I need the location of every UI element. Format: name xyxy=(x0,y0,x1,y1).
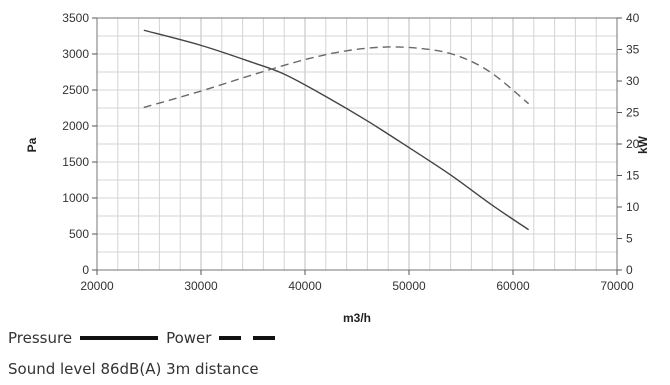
y-tick-label: 3000 xyxy=(62,47,89,61)
series-line-power xyxy=(143,46,530,109)
y-tick-label: 1500 xyxy=(62,155,89,169)
x-tick-label: 50000 xyxy=(392,279,426,293)
x-tick-label: 20000 xyxy=(80,279,114,293)
x-tick-label: 60000 xyxy=(496,279,530,293)
y2-tick-label: 5 xyxy=(626,232,633,246)
y-tick-label: 0 xyxy=(82,263,89,277)
sound-level-note: Sound level 86dB(A) 3m distance xyxy=(8,360,259,378)
y2-tick-label: 25 xyxy=(626,106,640,120)
y2-tick-label: 10 xyxy=(626,200,640,214)
performance-chart: 0 500 1000 1500 2000 2500 3000 3500 0 5 10 15 20 25 30… xyxy=(25,11,650,325)
series-line-pressure xyxy=(143,29,529,231)
y-axis-label: Pa xyxy=(25,137,39,152)
x-tick-label: 40000 xyxy=(288,279,322,293)
y2-tick-label: 30 xyxy=(626,74,640,88)
chart-grid xyxy=(96,17,618,271)
chart-ticks: 0 500 1000 1500 2000 2500 3000 3500 0 5 10 15 20 25 30… xyxy=(62,11,639,293)
y-tick-label: 3500 xyxy=(62,11,89,25)
x-tick-label: 30000 xyxy=(184,279,218,293)
y-tick-label: 2500 xyxy=(62,83,89,97)
y-tick-label: 500 xyxy=(69,227,89,241)
y2-tick-label: 20 xyxy=(626,137,640,151)
y2-tick-label: 15 xyxy=(626,169,640,183)
y2-tick-label: 40 xyxy=(626,11,640,25)
x-axis-label: m3/h xyxy=(343,311,371,325)
legend-power-swatch xyxy=(219,336,286,340)
legend-pressure-label: Pressure xyxy=(8,329,73,347)
legend-power-label: Power xyxy=(166,329,212,347)
y-tick-label: 2000 xyxy=(62,119,89,133)
y2-tick-label: 0 xyxy=(626,263,633,277)
legend: Pressure Power xyxy=(8,328,293,348)
y2-axis-label: kW xyxy=(636,135,650,154)
legend-pressure-swatch xyxy=(80,336,159,340)
chart-series xyxy=(143,29,530,231)
y2-tick-label: 35 xyxy=(626,43,640,57)
y-tick-label: 1000 xyxy=(62,191,89,205)
x-tick-label: 70000 xyxy=(600,279,634,293)
